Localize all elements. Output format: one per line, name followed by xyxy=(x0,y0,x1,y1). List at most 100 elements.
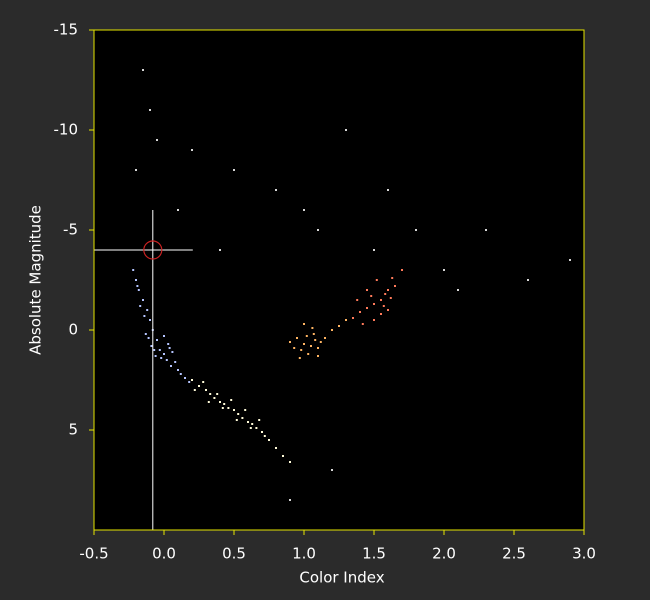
star-point xyxy=(171,351,174,353)
star-point xyxy=(268,439,270,441)
star-point xyxy=(275,189,277,191)
star-point xyxy=(311,327,314,329)
star-point xyxy=(359,311,361,313)
star-point xyxy=(149,109,151,111)
star-point xyxy=(331,329,333,331)
star-point xyxy=(373,249,375,251)
star-point xyxy=(205,389,207,391)
star-point xyxy=(193,389,196,391)
star-point xyxy=(387,309,389,311)
star-point xyxy=(184,377,186,379)
star-point xyxy=(282,455,284,457)
star-point xyxy=(142,299,144,301)
star-point xyxy=(319,341,322,343)
star-point xyxy=(394,285,396,287)
star-point xyxy=(139,305,142,307)
star-point xyxy=(296,337,298,339)
y-tick-label: 5 xyxy=(68,421,78,439)
star-point xyxy=(307,353,310,355)
x-tick-label: 2.5 xyxy=(502,545,526,563)
star-point xyxy=(303,209,305,211)
star-point xyxy=(142,69,144,71)
star-point xyxy=(263,435,266,437)
star-point xyxy=(207,401,210,403)
star-point xyxy=(221,407,224,409)
star-point xyxy=(132,269,135,271)
y-tick-label: 0 xyxy=(68,321,78,339)
star-point xyxy=(391,277,394,279)
crosshair-marker xyxy=(143,240,163,260)
plot-area xyxy=(94,30,584,530)
star-point xyxy=(312,333,315,335)
star-point xyxy=(569,259,571,261)
star-point xyxy=(401,269,403,271)
star-point xyxy=(202,381,205,383)
x-tick-label: 0.5 xyxy=(222,545,246,563)
star-point xyxy=(146,309,149,311)
star-point xyxy=(356,299,359,301)
star-point xyxy=(324,337,326,339)
star-point xyxy=(191,149,193,151)
star-point xyxy=(213,397,216,399)
x-tick-label: 1.0 xyxy=(292,545,316,563)
star-point xyxy=(331,469,333,471)
y-tick-label: -10 xyxy=(54,121,79,139)
star-point xyxy=(209,393,212,395)
star-point xyxy=(160,357,163,359)
star-point xyxy=(382,305,385,307)
star-point xyxy=(237,413,240,415)
star-point xyxy=(154,355,157,357)
star-point xyxy=(147,337,150,339)
star-point xyxy=(170,365,172,367)
star-point xyxy=(244,409,247,411)
star-point xyxy=(293,347,296,349)
star-point xyxy=(247,421,249,423)
star-point xyxy=(261,431,263,433)
star-point xyxy=(298,357,301,359)
star-point xyxy=(167,343,170,345)
star-point xyxy=(317,347,319,349)
star-point xyxy=(191,379,193,381)
star-point xyxy=(317,229,319,231)
star-point xyxy=(443,269,445,271)
star-point xyxy=(135,279,137,281)
star-point xyxy=(384,293,387,295)
star-point xyxy=(156,139,158,141)
star-point xyxy=(303,323,305,325)
star-point xyxy=(177,209,179,211)
star-point xyxy=(375,279,378,281)
star-point xyxy=(345,319,347,321)
star-point xyxy=(485,229,487,231)
star-point xyxy=(136,285,139,287)
star-point xyxy=(165,359,168,361)
star-point xyxy=(233,409,235,411)
x-tick-label: 3.0 xyxy=(572,545,596,563)
x-axis-label: Color Index xyxy=(299,569,384,587)
star-point xyxy=(143,315,146,317)
star-point xyxy=(352,317,354,319)
star-point xyxy=(527,279,529,281)
star-point xyxy=(179,373,182,375)
star-point xyxy=(380,313,382,315)
star-point xyxy=(188,381,191,383)
star-point xyxy=(227,407,230,409)
star-point xyxy=(289,341,291,343)
star-point xyxy=(345,129,347,131)
star-point xyxy=(249,427,252,429)
star-point xyxy=(149,319,151,321)
star-point xyxy=(457,289,459,291)
x-tick-label: -0.5 xyxy=(79,545,108,563)
star-point xyxy=(153,349,156,351)
star-point xyxy=(310,345,312,347)
star-point xyxy=(241,417,244,419)
star-point xyxy=(177,369,179,371)
star-point xyxy=(235,419,238,421)
star-point xyxy=(150,345,153,347)
star-point xyxy=(366,307,368,309)
star-point xyxy=(144,333,147,335)
star-point xyxy=(163,335,165,337)
star-point xyxy=(415,229,417,231)
star-point xyxy=(300,349,303,351)
star-point xyxy=(255,427,258,429)
